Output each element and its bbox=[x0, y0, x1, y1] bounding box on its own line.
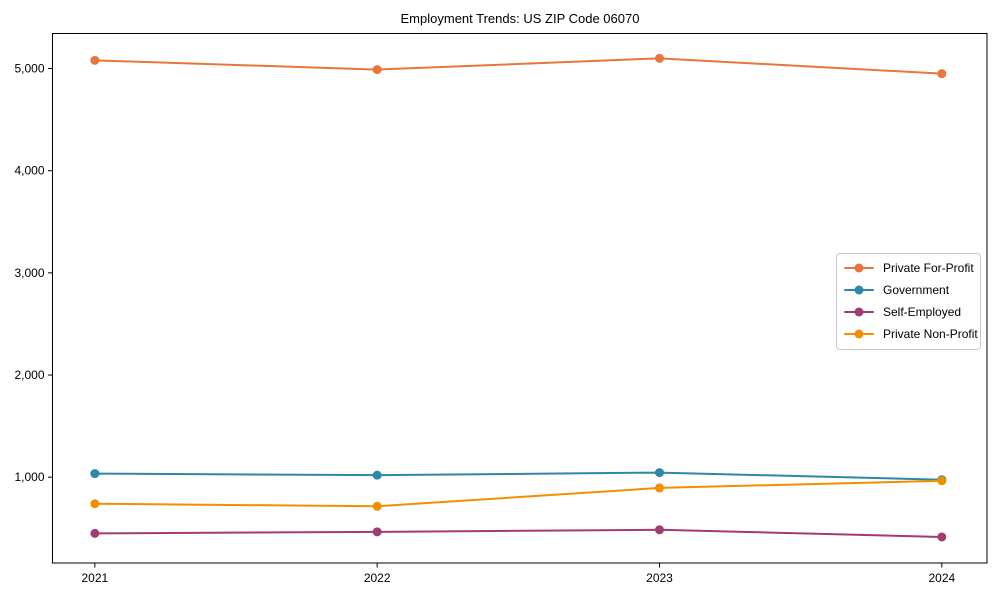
series-marker-private-for-profit bbox=[655, 53, 665, 63]
legend-marker-icon bbox=[854, 263, 864, 273]
y-axis-tick-label: 4,000 bbox=[14, 164, 44, 178]
series-marker-private-for-profit bbox=[90, 55, 100, 65]
legend-line-swatch bbox=[844, 329, 874, 339]
legend: Private For-Profit Government Self-Employe… bbox=[836, 253, 981, 350]
series-marker-self-employed bbox=[937, 532, 947, 542]
chart-title: Employment Trends: US ZIP Code 06070 bbox=[400, 11, 640, 26]
legend-label: Private Non-Profit bbox=[883, 327, 978, 341]
x-axis-tick-label: 2024 bbox=[928, 571, 955, 585]
series-line-self-employed bbox=[93, 528, 943, 538]
series-marker-private-for-profit bbox=[937, 69, 947, 79]
y-axis-tick-label: 3,000 bbox=[14, 266, 44, 280]
legend-label: Self-Employed bbox=[883, 305, 962, 319]
series-marker-government bbox=[655, 468, 665, 478]
y-axis-tick-label: 1,000 bbox=[14, 470, 44, 484]
legend-label: Private For-Profit bbox=[883, 261, 974, 275]
series-marker-self-employed bbox=[655, 525, 665, 535]
legend-item-government: Government bbox=[844, 279, 974, 301]
legend-marker-icon bbox=[854, 329, 864, 339]
legend-line-swatch bbox=[844, 263, 874, 273]
legend-item-private-for-profit: Private For-Profit bbox=[844, 257, 974, 279]
series-marker-private-non-profit bbox=[372, 501, 382, 511]
x-axis-tick-label: 2022 bbox=[364, 571, 391, 585]
series-line-private-for-profit bbox=[93, 57, 943, 75]
x-axis-tick-label: 2023 bbox=[646, 571, 673, 585]
legend-marker-icon bbox=[854, 307, 864, 317]
legend-marker-icon bbox=[854, 285, 864, 295]
legend-line-swatch bbox=[844, 307, 874, 317]
series-marker-self-employed bbox=[372, 527, 382, 537]
x-axis-tick-label: 2021 bbox=[81, 571, 108, 585]
series-marker-government bbox=[90, 469, 100, 479]
legend-item-self-employed: Self-Employed bbox=[844, 301, 974, 323]
legend-item-private-non-profit: Private Non-Profit bbox=[844, 323, 978, 345]
series-marker-government bbox=[372, 470, 382, 480]
legend-label: Government bbox=[883, 283, 950, 297]
series-marker-self-employed bbox=[90, 528, 100, 538]
series-line-private-non-profit bbox=[93, 479, 943, 508]
series-marker-private-non-profit bbox=[655, 483, 665, 493]
series-marker-private-for-profit bbox=[372, 65, 382, 75]
series-marker-private-non-profit bbox=[90, 499, 100, 509]
y-axis-tick-label: 2,000 bbox=[14, 368, 44, 382]
series-marker-private-non-profit bbox=[937, 476, 947, 486]
series-line-government bbox=[93, 471, 943, 481]
plot-border bbox=[52, 33, 988, 564]
legend-line-swatch bbox=[844, 285, 874, 295]
y-axis-tick-label: 5,000 bbox=[14, 62, 44, 76]
